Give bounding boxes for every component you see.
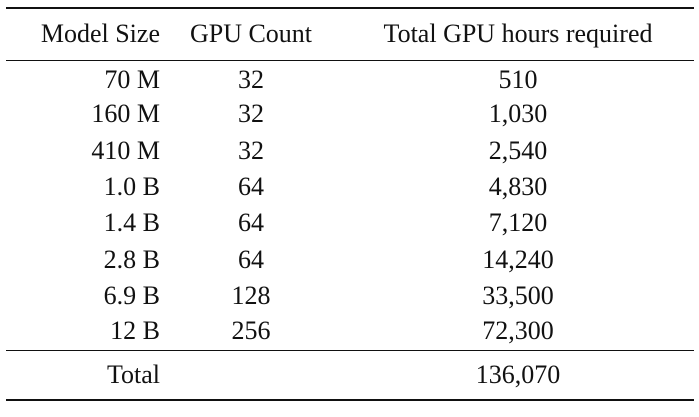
header-gpu-count: GPU Count xyxy=(160,7,342,61)
total-label: Total xyxy=(6,349,160,402)
cell-gpu-count: 32 xyxy=(238,135,264,165)
cell-gpu-count: 32 xyxy=(238,99,264,129)
cell-gpu-hours: 1,030 xyxy=(488,99,548,129)
header-model-size: Model Size xyxy=(6,7,160,61)
table-row: 2.8 B 64 14,240 xyxy=(6,241,694,277)
cell-model-size: 160 M xyxy=(91,99,160,129)
table-row: 1.4 B 64 7,120 xyxy=(6,205,694,241)
cell-model-size: 70 M xyxy=(104,65,160,95)
gpu-hours-table-container: Model Size GPU Count Total GPU hours req… xyxy=(6,7,694,402)
header-gpu-hours: Total GPU hours required xyxy=(342,7,694,61)
cell-gpu-hours: 510 xyxy=(498,65,538,95)
table-row: 70 M 32 510 xyxy=(6,60,694,96)
table-row: 160 M 32 1,030 xyxy=(6,96,694,132)
cell-gpu-count: 32 xyxy=(238,65,264,95)
table-row: 6.9 B 128 33,500 xyxy=(6,278,694,314)
header-row: Model Size GPU Count Total GPU hours req… xyxy=(6,7,694,61)
cell-model-size: 410 M xyxy=(91,135,160,165)
total-gpu-hours: 136,070 xyxy=(342,349,694,402)
cell-model-size: 1.4 B xyxy=(103,208,160,238)
cell-gpu-count: 64 xyxy=(238,208,264,238)
cell-gpu-hours: 2,540 xyxy=(488,135,548,165)
cell-model-size: 12 B xyxy=(110,315,160,345)
cell-gpu-count: 256 xyxy=(231,315,271,345)
cell-model-size: 1.0 B xyxy=(103,172,160,202)
cell-gpu-count: 128 xyxy=(231,280,271,310)
table-footer: Total 136,070 xyxy=(6,349,694,402)
cell-model-size: 6.9 B xyxy=(103,280,160,310)
cell-gpu-count: 64 xyxy=(238,172,264,202)
total-row: Total 136,070 xyxy=(6,349,694,402)
table-header: Model Size GPU Count Total GPU hours req… xyxy=(6,7,694,61)
total-gpu-count xyxy=(160,349,342,402)
cell-gpu-count: 64 xyxy=(238,244,264,274)
table-row: 410 M 32 2,540 xyxy=(6,133,694,169)
table-row: 12 B 256 72,300 xyxy=(6,314,694,350)
cell-gpu-hours: 4,830 xyxy=(488,172,548,202)
table-row: 1.0 B 64 4,830 xyxy=(6,169,694,205)
cell-model-size: 2.8 B xyxy=(103,244,160,274)
cell-gpu-hours: 33,500 xyxy=(482,280,554,310)
table-body: 70 M 32 510 160 M 32 1,030 410 M 32 2,54… xyxy=(6,60,694,350)
cell-gpu-hours: 14,240 xyxy=(482,244,554,274)
gpu-hours-table: Model Size GPU Count Total GPU hours req… xyxy=(6,7,694,402)
cell-gpu-hours: 7,120 xyxy=(488,208,548,238)
cell-gpu-hours: 72,300 xyxy=(482,315,554,345)
